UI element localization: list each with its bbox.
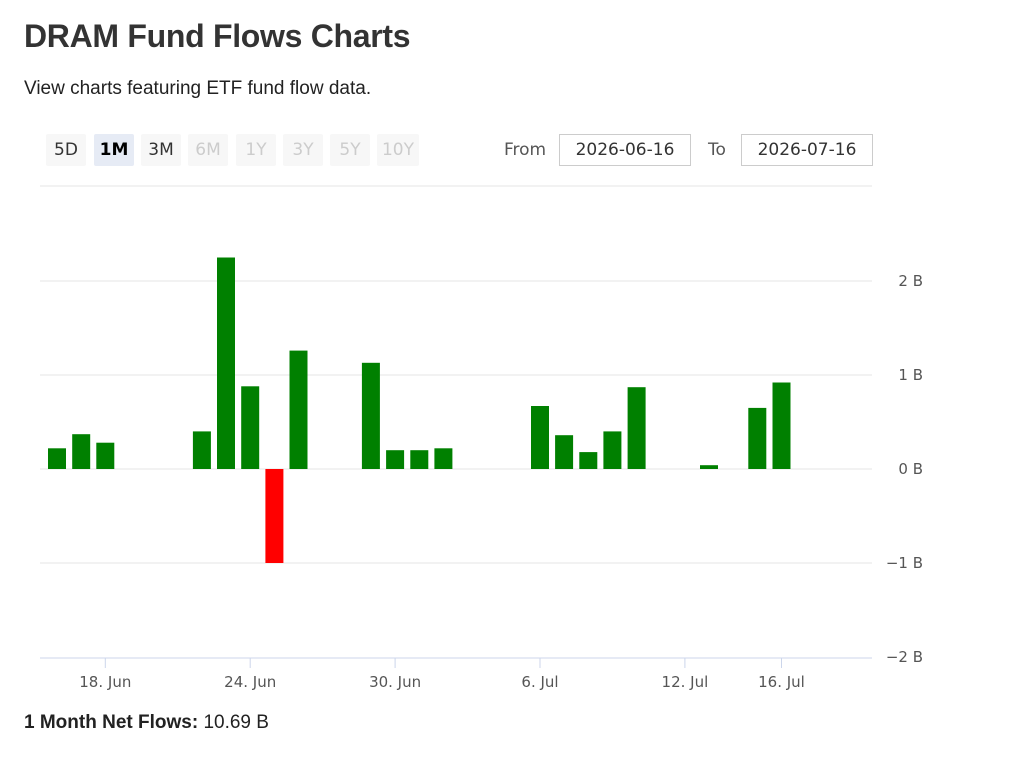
page-subtitle: View charts featuring ETF fund flow data…: [24, 78, 372, 99]
bar-2026-07-06[interactable]: [531, 406, 549, 469]
y-tick-label: 2 B: [898, 272, 923, 290]
y-tick-label: −1 B: [886, 554, 923, 572]
axis-layer: 2 B 1 B 0 B −1 B −2 B 18. Jun 24. Jun 30. Jun 6.…: [40, 272, 923, 691]
x-tick-label: 18. Jun: [79, 673, 131, 691]
range-button-10y: 10Y: [377, 134, 419, 166]
x-tick-label: 16. Jul: [758, 673, 805, 691]
bar-2026-06-18[interactable]: [96, 442, 115, 469]
y-tick-label: −2 B: [886, 648, 923, 666]
page-title: DRAM Fund Flows Charts: [24, 18, 411, 54]
net-flows-summary: 1 Month Net Flows: 10.69 B: [24, 712, 269, 734]
net-flows-label: 1 Month Net Flows:: [24, 712, 199, 733]
y-tick-label: 1 B: [898, 366, 923, 384]
net-flows-value: 10.69 B: [203, 712, 269, 733]
bar-2026-07-09[interactable]: [603, 431, 622, 469]
range-button-5y: 5Y: [330, 134, 370, 166]
bars-layer: [48, 257, 791, 563]
bar-2026-07-08[interactable]: [579, 452, 598, 469]
bar-2026-06-16[interactable]: [48, 448, 66, 469]
range-button-1m[interactable]: 1M: [94, 134, 134, 166]
bar-2026-06-26[interactable]: [289, 350, 308, 469]
range-button-3y: 3Y: [283, 134, 323, 166]
x-tick-label: 24. Jun: [224, 673, 276, 691]
bar-2026-06-22[interactable]: [192, 431, 211, 469]
to-date-input[interactable]: [741, 134, 873, 166]
fund-flows-chart: 2 B 1 B 0 B −1 B −2 B 18. Jun 24. Jun 30. Jun 6.…: [40, 185, 923, 691]
bar-2026-07-16[interactable]: [772, 382, 791, 470]
range-button-6m: 6M: [188, 134, 228, 166]
grid-layer: [40, 185, 872, 564]
bar-2026-07-07[interactable]: [555, 435, 574, 469]
bar-2026-07-15[interactable]: [748, 407, 767, 469]
to-label: To: [708, 140, 726, 160]
bar-2026-06-25[interactable]: [265, 469, 284, 563]
bar-2026-06-30[interactable]: [386, 450, 405, 469]
bar-2026-06-17[interactable]: [72, 434, 91, 469]
bar-2026-06-23[interactable]: [217, 257, 235, 470]
x-tick-label: 12. Jul: [662, 673, 709, 691]
from-label: From: [504, 140, 547, 160]
from-date-input[interactable]: [559, 134, 691, 166]
bar-2026-07-02[interactable]: [434, 448, 453, 469]
x-tick-label: 6. Jul: [521, 673, 558, 691]
range-button-3m[interactable]: 3M: [141, 134, 181, 166]
bar-2026-07-10[interactable]: [627, 387, 646, 469]
x-tick-label: 30. Jun: [369, 673, 421, 691]
bar-2026-07-01[interactable]: [410, 450, 429, 469]
range-button-5d[interactable]: 5D: [46, 134, 86, 166]
bar-2026-07-13[interactable]: [700, 465, 718, 469]
y-tick-label: 0 B: [898, 460, 923, 478]
bar-2026-06-24[interactable]: [241, 386, 260, 469]
range-button-1y: 1Y: [236, 134, 276, 166]
bar-2026-06-29[interactable]: [361, 362, 380, 469]
